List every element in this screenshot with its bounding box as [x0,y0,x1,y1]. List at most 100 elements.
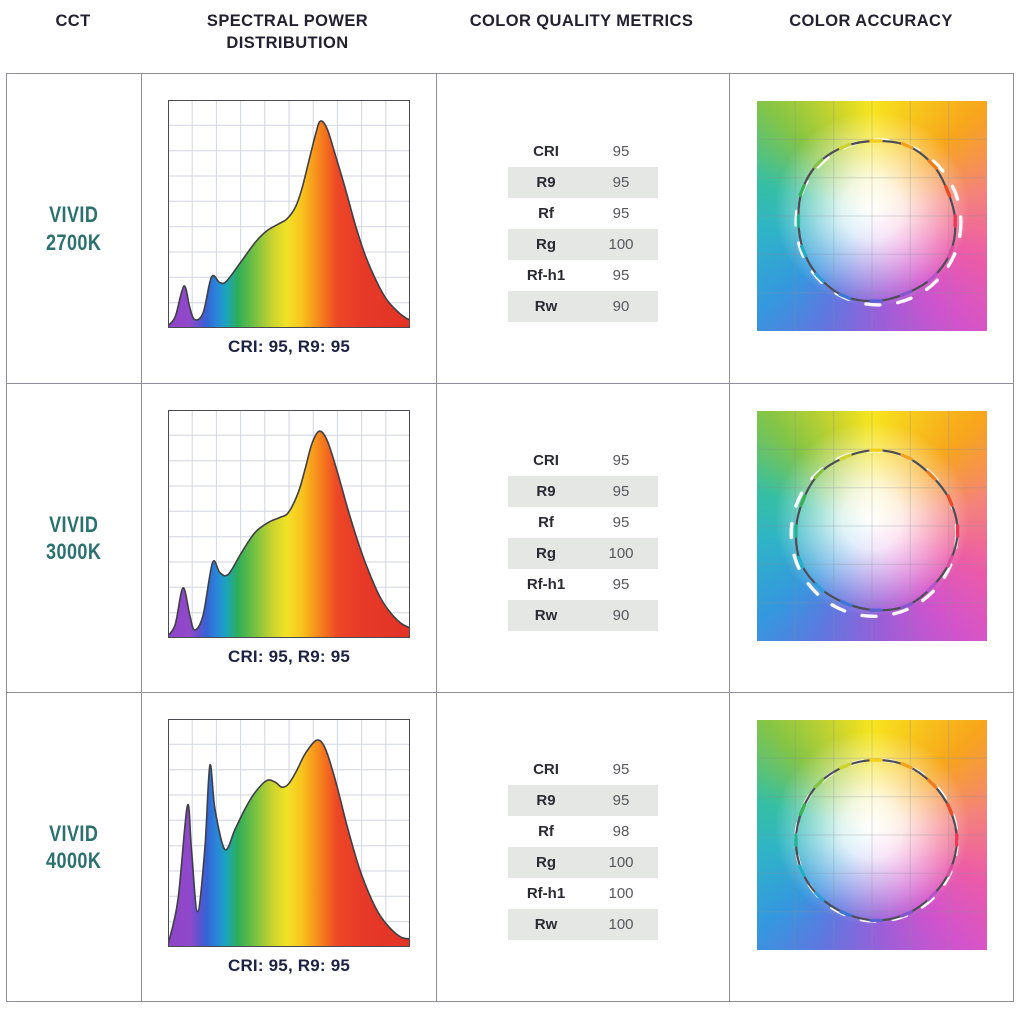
metric-row: Rf-h1 95 [508,260,658,291]
gamut-overlay-2700k [756,101,987,331]
accuracy-cell-4000k [729,693,1013,1001]
cct-label-2700k: VIVID 2700K [46,201,101,256]
metric-row: Rf-h1 100 [508,878,658,909]
metric-row: CRI 95 [508,136,658,167]
metric-label: Rw [534,607,558,624]
metric-label: R9 [536,792,556,809]
metric-label: R9 [536,173,556,191]
accuracy-cell-2700k [729,74,1013,383]
metric-label: Rf [538,823,554,840]
cct-temp: 2700K [46,229,102,255]
metric-value: 95 [612,142,630,160]
table-row-4000k: VIVID 4000K CRI: 95, R9: 95 CRI 95 R9 95 R… [7,692,1013,1001]
cct-name: VIVID [49,511,99,537]
metrics-cell-3000k: CRI 95 R9 95 Rf 95 Rg 100 Rf-h1 95 Rw 90 [436,384,729,692]
spd-chart-3000k [168,409,410,638]
color-accuracy-chart-4000k [756,720,987,950]
metric-label: Rf-h1 [526,576,566,593]
metric-label: Rw [534,916,558,933]
color-accuracy-chart-3000k [756,411,987,641]
metric-label: Rf-h1 [526,885,566,902]
table-row-3000k: VIVID 3000K CRI: 95, R9: 95 CRI 95 R9 95 R… [7,383,1013,692]
spd-caption-4000k: CRI: 95, R9: 95 [227,955,351,975]
spd-chart-4000k [168,718,410,947]
header-cct: CCT [55,12,91,30]
spd-caption-2700k: CRI: 95, R9: 95 [227,337,351,356]
cct-name: VIVID [49,202,99,227]
metrics-table-2700k: CRI 95 R9 95 Rf 95 Rg 100 Rf-h1 95 Rw 90 [508,136,658,322]
header-color-accuracy: COLOR ACCURACY [789,12,953,30]
header-spectral-power-distribution: SPECTRAL POWER DISTRIBUTION [206,12,369,53]
metric-label: Rg [536,235,556,253]
metric-value: 95 [612,266,630,284]
accuracy-cell-3000k [729,384,1013,692]
metric-row: R9 95 [508,166,658,198]
metric-value: 100 [608,235,634,253]
metric-label: Rg [536,545,556,562]
cct-cell-3000k: VIVID 3000K [7,384,141,692]
metric-label: R9 [536,483,556,500]
metric-value: 95 [612,576,630,593]
metric-row: Rf 95 [508,198,658,229]
metric-value: 100 [608,854,634,871]
metric-value: 100 [608,916,634,933]
metric-value: 95 [612,514,630,531]
metric-value: 95 [612,173,630,191]
metric-label: Rg [536,854,556,871]
spd-cell-2700k: CRI: 95, R9: 95 [141,74,436,383]
header-color-quality-metrics: COLOR QUALITY METRICS [469,12,694,30]
metric-value: 100 [608,545,634,562]
metric-row: Rg 100 [508,538,658,569]
metric-value: 98 [612,823,630,840]
metric-row: Rg 100 [508,847,658,878]
spd-cell-3000k: CRI: 95, R9: 95 [141,384,436,692]
metric-value: 95 [612,452,630,469]
gamut-overlay-3000k [756,411,987,641]
cct-label-4000k: VIVID 4000K [46,820,101,875]
cct-temp: 3000K [46,539,102,564]
cct-label-3000k: VIVID 3000K [46,511,101,566]
metric-label: Rf-h1 [526,266,566,284]
cct-cell-4000k: VIVID 4000K [7,693,141,1001]
metric-label: CRI [533,142,559,160]
metric-row: Rg 100 [508,228,658,260]
color-accuracy-chart-2700k [756,101,987,331]
metric-label: Rw [534,297,558,315]
metric-row: Rw 90 [508,290,658,322]
comparison-table: VIVID 2700K CRI: 95, R9: 95 CRI 95 R9 95 R… [6,73,1014,1002]
metric-row: Rf 95 [508,507,658,538]
table-row-2700k: VIVID 2700K CRI: 95, R9: 95 CRI 95 R9 95 R… [7,74,1013,383]
metric-value: 90 [612,297,630,315]
metric-label: CRI [533,761,559,778]
spd-block-3000k: CRI: 95, R9: 95 [168,409,410,667]
metric-row: Rw 90 [508,600,658,631]
spd-block-2700k: CRI: 95, R9: 95 [168,100,410,357]
metric-value: 95 [612,204,630,222]
metrics-cell-4000k: CRI 95 R9 95 Rf 98 Rg 100 Rf-h1 100 Rw 100 [436,693,729,1001]
metric-row: CRI 95 [508,445,658,476]
metric-row: Rw 100 [508,909,658,940]
metric-value: 95 [612,761,630,778]
metric-label: CRI [533,452,559,469]
metric-row: R9 95 [508,476,658,507]
spd-caption-3000k: CRI: 95, R9: 95 [227,646,351,666]
metric-row: Rf 98 [508,816,658,847]
spd-cell-4000k: CRI: 95, R9: 95 [141,693,436,1001]
metrics-table-3000k: CRI 95 R9 95 Rf 95 Rg 100 Rf-h1 95 Rw 90 [508,445,658,631]
metric-value: 90 [612,607,630,624]
spd-chart-2700k [168,100,410,328]
metric-value: 95 [612,792,630,809]
cct-name: VIVID [49,820,99,846]
metric-row: R9 95 [508,785,658,816]
metric-label: Rf [538,514,554,531]
table-header: CCT SPECTRAL POWER DISTRIBUTION COLOR QU… [6,10,1014,55]
gamut-overlay-4000k [756,720,987,950]
cct-cell-2700k: VIVID 2700K [7,74,141,383]
metrics-cell-2700k: CRI 95 R9 95 Rf 95 Rg 100 Rf-h1 95 Rw 90 [436,74,729,383]
metric-row: CRI 95 [508,754,658,785]
metric-value: 100 [608,885,634,902]
metric-label: Rf [538,204,554,222]
cct-temp: 4000K [46,848,102,873]
spd-block-4000k: CRI: 95, R9: 95 [168,718,410,976]
